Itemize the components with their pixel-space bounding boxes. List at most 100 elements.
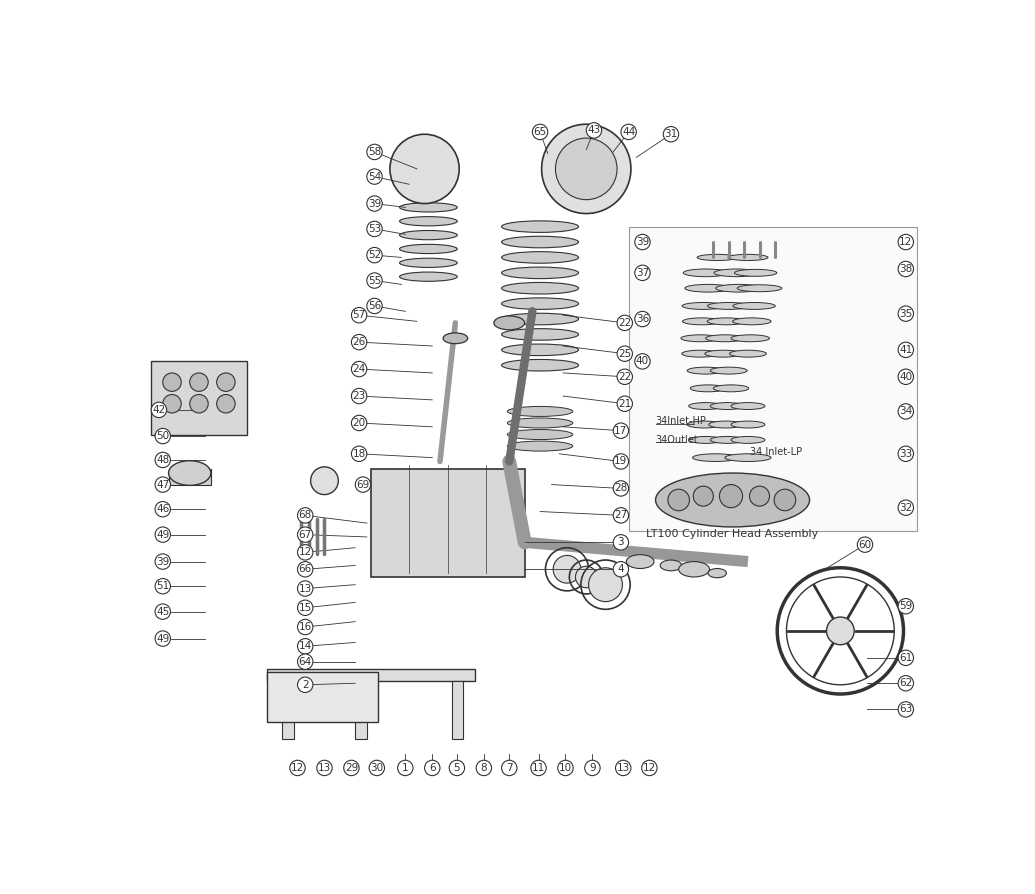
Ellipse shape [731,402,765,409]
Text: 19: 19 [615,457,627,467]
Ellipse shape [690,384,726,392]
Circle shape [155,428,171,443]
Circle shape [617,369,632,384]
Circle shape [297,654,313,670]
Text: 17: 17 [615,426,627,435]
Text: 68: 68 [298,510,312,520]
Ellipse shape [400,216,457,226]
Circle shape [634,311,650,326]
Text: 65: 65 [533,127,546,137]
Bar [151,361,247,434]
Circle shape [216,373,235,392]
Ellipse shape [682,350,718,357]
Circle shape [162,373,181,392]
Circle shape [449,760,465,776]
Circle shape [155,502,171,517]
Circle shape [355,477,371,493]
Circle shape [898,500,914,515]
Circle shape [216,394,235,413]
Text: 46: 46 [156,504,170,514]
Ellipse shape [502,221,579,232]
Circle shape [827,617,854,645]
Circle shape [531,760,546,776]
Text: 10: 10 [559,763,572,773]
Ellipse shape [724,454,771,461]
Circle shape [586,122,601,138]
Circle shape [616,760,631,776]
Ellipse shape [731,421,765,428]
Circle shape [613,481,628,496]
Text: 4: 4 [618,564,624,574]
Text: 51: 51 [156,581,170,591]
Text: 18: 18 [353,449,365,459]
Text: 3: 3 [618,537,624,547]
Ellipse shape [733,318,771,325]
Circle shape [558,760,573,776]
Circle shape [155,452,171,468]
Text: 33: 33 [899,449,913,459]
Text: 36: 36 [635,314,649,324]
Circle shape [297,677,313,693]
Text: 58: 58 [367,147,381,157]
Circle shape [297,620,313,635]
Circle shape [155,578,171,594]
Text: 13: 13 [318,763,331,773]
Text: 25: 25 [618,349,631,358]
Ellipse shape [688,402,722,409]
Circle shape [634,234,650,249]
Ellipse shape [688,436,722,443]
Ellipse shape [705,350,742,357]
Circle shape [297,561,313,577]
Ellipse shape [655,473,809,527]
Ellipse shape [507,407,572,417]
Ellipse shape [502,267,579,279]
Text: 34Inlet-HP: 34Inlet-HP [655,417,707,426]
Circle shape [617,396,632,411]
Circle shape [898,650,914,665]
Circle shape [366,248,382,263]
Text: 57: 57 [353,310,365,320]
Text: 2: 2 [302,679,308,690]
Circle shape [693,486,713,506]
Text: 67: 67 [298,529,312,540]
Ellipse shape [731,335,770,342]
Bar [267,671,379,721]
Text: 34: 34 [899,407,913,417]
Ellipse shape [660,560,682,571]
Ellipse shape [507,418,572,428]
Text: 34 Inlet-LP: 34 Inlet-LP [749,447,802,457]
Ellipse shape [400,231,457,240]
Circle shape [155,604,171,620]
Ellipse shape [708,302,750,309]
Text: 15: 15 [298,603,312,612]
Circle shape [613,454,628,469]
Circle shape [617,346,632,361]
Circle shape [898,404,914,419]
Circle shape [556,138,617,199]
Circle shape [352,388,366,404]
Text: 8: 8 [480,763,487,773]
Text: 34Outlet: 34Outlet [655,434,699,445]
Text: 6: 6 [428,763,436,773]
Text: 22: 22 [618,372,631,382]
Text: 12: 12 [899,237,913,247]
Circle shape [642,760,657,776]
Ellipse shape [400,258,457,267]
Text: 14: 14 [298,641,312,652]
Text: 60: 60 [858,540,871,550]
Text: 11: 11 [532,763,545,773]
Bar [267,670,475,681]
Ellipse shape [735,269,777,276]
Circle shape [857,537,873,552]
Circle shape [719,485,742,508]
Circle shape [352,361,366,376]
Circle shape [297,581,313,596]
Text: 12: 12 [291,763,304,773]
Ellipse shape [692,454,739,461]
Circle shape [634,266,650,281]
Text: 55: 55 [367,275,381,285]
Circle shape [898,446,914,461]
Circle shape [189,394,208,413]
Circle shape [317,760,332,776]
Text: 59: 59 [899,602,913,611]
